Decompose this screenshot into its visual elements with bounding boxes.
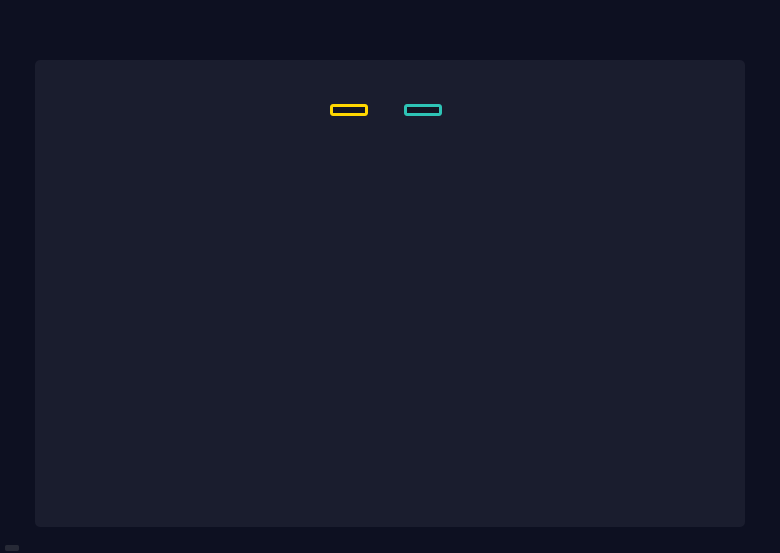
footer-badge (5, 545, 19, 551)
legend-item-amplitude[interactable] (404, 104, 450, 116)
chart-panel (35, 60, 745, 527)
legend-item-latency[interactable] (330, 104, 376, 116)
chart-legend (35, 104, 745, 116)
amplitude-legend-swatch (404, 104, 442, 116)
latency-legend-swatch (330, 104, 368, 116)
chart-canvas[interactable] (35, 60, 745, 527)
